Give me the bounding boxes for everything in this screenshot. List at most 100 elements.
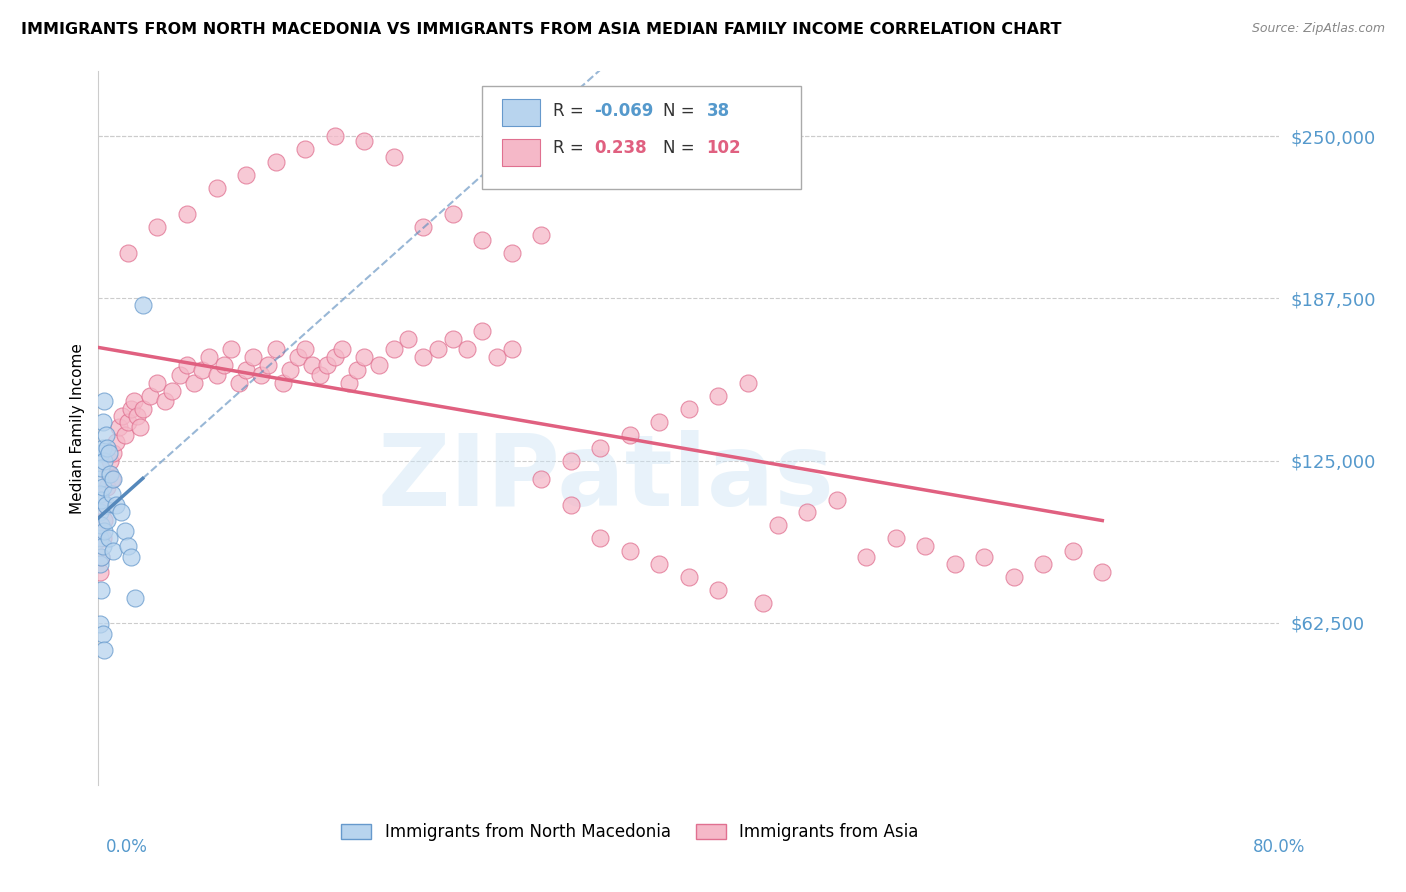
Point bbox=[1091, 565, 1114, 579]
Text: 0.238: 0.238 bbox=[595, 139, 647, 157]
Point bbox=[486, 350, 509, 364]
Point bbox=[228, 376, 250, 390]
Point bbox=[111, 409, 134, 424]
Point bbox=[619, 544, 641, 558]
Point bbox=[1002, 570, 1025, 584]
Point bbox=[90, 492, 112, 507]
Point bbox=[90, 446, 112, 460]
Point bbox=[398, 332, 420, 346]
Point bbox=[97, 532, 120, 546]
Point bbox=[124, 591, 146, 606]
Point bbox=[114, 427, 136, 442]
Point bbox=[153, 393, 176, 408]
Point bbox=[884, 532, 907, 546]
Point bbox=[235, 363, 257, 377]
Point bbox=[103, 544, 125, 558]
Point bbox=[91, 441, 114, 455]
Point bbox=[501, 342, 523, 356]
Point bbox=[89, 617, 111, 632]
Point bbox=[105, 498, 128, 512]
Point bbox=[1032, 558, 1054, 572]
Point bbox=[98, 453, 121, 467]
Point bbox=[114, 524, 136, 538]
Point bbox=[323, 350, 346, 364]
Point bbox=[914, 539, 936, 553]
Point bbox=[323, 129, 346, 144]
Text: 102: 102 bbox=[707, 139, 741, 157]
Point bbox=[648, 558, 671, 572]
Point bbox=[501, 246, 523, 260]
Point bbox=[108, 420, 131, 434]
Point bbox=[191, 363, 214, 377]
Point bbox=[707, 583, 730, 598]
Point bbox=[90, 583, 112, 598]
Point bbox=[471, 233, 494, 247]
Point bbox=[122, 393, 145, 408]
Point bbox=[117, 246, 139, 260]
Point bbox=[441, 332, 464, 346]
Point bbox=[257, 358, 280, 372]
Point bbox=[97, 446, 120, 460]
Point bbox=[132, 401, 155, 416]
Point bbox=[94, 498, 117, 512]
Point bbox=[280, 363, 302, 377]
Point bbox=[264, 155, 287, 169]
Point bbox=[103, 446, 125, 460]
Point bbox=[368, 358, 391, 372]
Point bbox=[169, 368, 191, 382]
Text: R =: R = bbox=[553, 139, 589, 157]
Text: N =: N = bbox=[664, 102, 700, 120]
Point bbox=[90, 549, 112, 564]
Point bbox=[346, 363, 368, 377]
Point bbox=[176, 207, 198, 221]
Point bbox=[766, 518, 789, 533]
Point bbox=[752, 596, 775, 610]
Text: -0.069: -0.069 bbox=[595, 102, 654, 120]
Point bbox=[89, 487, 111, 501]
Point bbox=[330, 342, 353, 356]
Point bbox=[316, 358, 339, 372]
Point bbox=[353, 350, 375, 364]
Point bbox=[94, 427, 117, 442]
Point bbox=[353, 135, 375, 149]
Text: IMMIGRANTS FROM NORTH MACEDONIA VS IMMIGRANTS FROM ASIA MEDIAN FAMILY INCOME COR: IMMIGRANTS FROM NORTH MACEDONIA VS IMMIG… bbox=[21, 22, 1062, 37]
Point bbox=[242, 350, 264, 364]
Point bbox=[619, 427, 641, 442]
Point bbox=[100, 472, 122, 486]
FancyBboxPatch shape bbox=[482, 86, 801, 189]
Point bbox=[235, 168, 257, 182]
Point bbox=[427, 342, 450, 356]
Point bbox=[89, 558, 111, 572]
Point bbox=[294, 142, 316, 156]
Point bbox=[678, 570, 700, 584]
Point bbox=[103, 472, 125, 486]
Point bbox=[91, 532, 114, 546]
Point bbox=[287, 350, 309, 364]
Point bbox=[146, 376, 169, 390]
Point bbox=[471, 324, 494, 338]
Point bbox=[96, 513, 118, 527]
Text: R =: R = bbox=[553, 102, 589, 120]
Point bbox=[221, 342, 243, 356]
Point bbox=[796, 506, 818, 520]
Point bbox=[98, 467, 121, 481]
Point bbox=[198, 350, 221, 364]
Point bbox=[117, 539, 139, 553]
FancyBboxPatch shape bbox=[502, 139, 540, 166]
FancyBboxPatch shape bbox=[502, 99, 540, 127]
Point bbox=[271, 376, 294, 390]
Point bbox=[89, 565, 111, 579]
Point bbox=[205, 181, 228, 195]
Text: 80.0%: 80.0% bbox=[1253, 838, 1305, 856]
Point bbox=[737, 376, 759, 390]
Point bbox=[250, 368, 273, 382]
Point bbox=[120, 401, 142, 416]
Point bbox=[648, 415, 671, 429]
Point bbox=[110, 506, 132, 520]
Point bbox=[183, 376, 205, 390]
Point bbox=[264, 342, 287, 356]
Point bbox=[589, 441, 612, 455]
Point bbox=[855, 549, 877, 564]
Point bbox=[441, 207, 464, 221]
Text: ZIPatlas: ZIPatlas bbox=[378, 430, 835, 526]
